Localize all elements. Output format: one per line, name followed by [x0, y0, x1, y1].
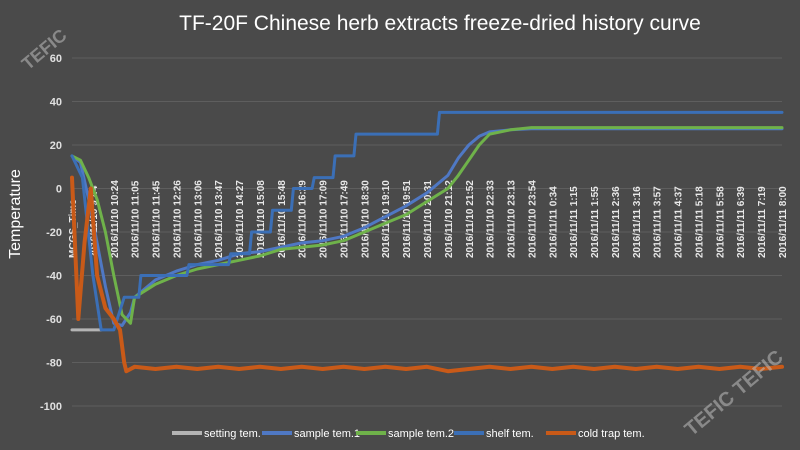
x-tick-label: 2016/11/10 17:09	[319, 180, 330, 258]
x-tick-label: 2016/11/10 12:26	[172, 180, 183, 258]
x-tick-label: 2016/11/10 10:24	[110, 180, 121, 258]
x-tick-label: 2016/11/10 15:48	[277, 180, 288, 258]
series-layer	[70, 110, 784, 374]
legend-label-1: sample tem.1	[294, 428, 360, 440]
y-tick-label: 0	[56, 184, 62, 196]
x-tick-label: 2016/11/11 3:57	[653, 186, 664, 258]
x-tick-label: 2016/11/11 6:39	[736, 186, 747, 258]
x-tick-label: 2016/11/10 15:08	[256, 180, 267, 258]
watermark-top-left: TEFIC	[18, 25, 71, 74]
x-tick-label: 2016/11/10 19:51	[402, 180, 413, 258]
y-tick-label: -60	[46, 314, 62, 326]
y-tick-label: -40	[46, 271, 62, 283]
x-tick-label: 2016/11/11 2:36	[611, 186, 622, 258]
x-tick-label: 2016/11/10 22:33	[486, 180, 497, 258]
x-tick-label: 2016/11/11 4:37	[674, 186, 685, 258]
x-tick-label: 2016/11/10 19:10	[381, 180, 392, 258]
y-axis-label: Temperature	[7, 169, 24, 259]
x-tick-label: 2016/11/11 1:15	[569, 186, 580, 258]
series-line-4	[70, 175, 784, 374]
x-tick-label: 2016/11/11 5:18	[694, 186, 705, 258]
y-tick-label: -20	[46, 227, 62, 239]
x-tick-label: 2016/11/11 0:34	[548, 186, 559, 258]
series-line-1	[70, 127, 784, 327]
watermark-bottom-right: TEFIC TEFIC	[681, 346, 788, 441]
legend: setting tem. sample tem.1 sample tem.2 shel…	[172, 428, 645, 440]
x-tick-label: 2016/11/10 23:54	[527, 180, 538, 258]
x-tick-label: 2016/11/11 7:19	[757, 186, 768, 258]
y-tick-label: 60	[50, 53, 62, 65]
x-tick-label: 2016/11/10 18:30	[360, 180, 371, 258]
x-tick-label: 2016/11/11 3:16	[632, 186, 643, 258]
x-tick-label: 2016/11/10 21:12	[444, 180, 455, 258]
series-line-3	[70, 110, 784, 332]
x-tick-label: 2016/11/10 13:47	[214, 180, 225, 258]
series-line-2	[70, 126, 784, 325]
x-tick-label: 2016/11/10 16:29	[298, 180, 309, 258]
y-tick-label: -100	[40, 401, 62, 413]
y-tick-labels: 60 40 20 0 -20 -40 -60 -80 -100	[40, 53, 62, 413]
y-tick-label: -80	[46, 358, 62, 370]
x-tick-label: 2016/11/11 1:55	[590, 186, 601, 258]
legend-label-2: sample tem.2	[388, 428, 454, 440]
x-tick-label: 2016/11/10 11:05	[131, 180, 142, 258]
x-tick-label: 2016/11/10 13:06	[193, 180, 204, 258]
x-tick-label: 2016/11/10 17:49	[339, 180, 350, 258]
legend-label-0: setting tem.	[204, 428, 261, 440]
x-tick-label: 2016/11/10 21:52	[465, 180, 476, 258]
y-tick-label: 20	[50, 140, 62, 152]
x-tick-label: 2016/11/10 23:13	[507, 180, 518, 258]
grid-layer	[72, 57, 782, 407]
x-tick-label: 2016/11/10 11:45	[152, 180, 163, 258]
x-tick-label: 2016/11/10 20:31	[423, 180, 434, 258]
x-tick-label: 2016/11/11 5:58	[715, 186, 726, 258]
chart-title: TF-20F Chinese herb extracts freeze-drie…	[179, 12, 701, 35]
x-tick-label: 2016/11/10 14:27	[235, 180, 246, 258]
legend-label-3: shelf tem.	[486, 428, 534, 440]
y-tick-label: 40	[50, 97, 62, 109]
x-tick-label: 2016/11/11 8:00	[778, 186, 789, 258]
legend-label-4: cold trap tem.	[578, 428, 645, 440]
